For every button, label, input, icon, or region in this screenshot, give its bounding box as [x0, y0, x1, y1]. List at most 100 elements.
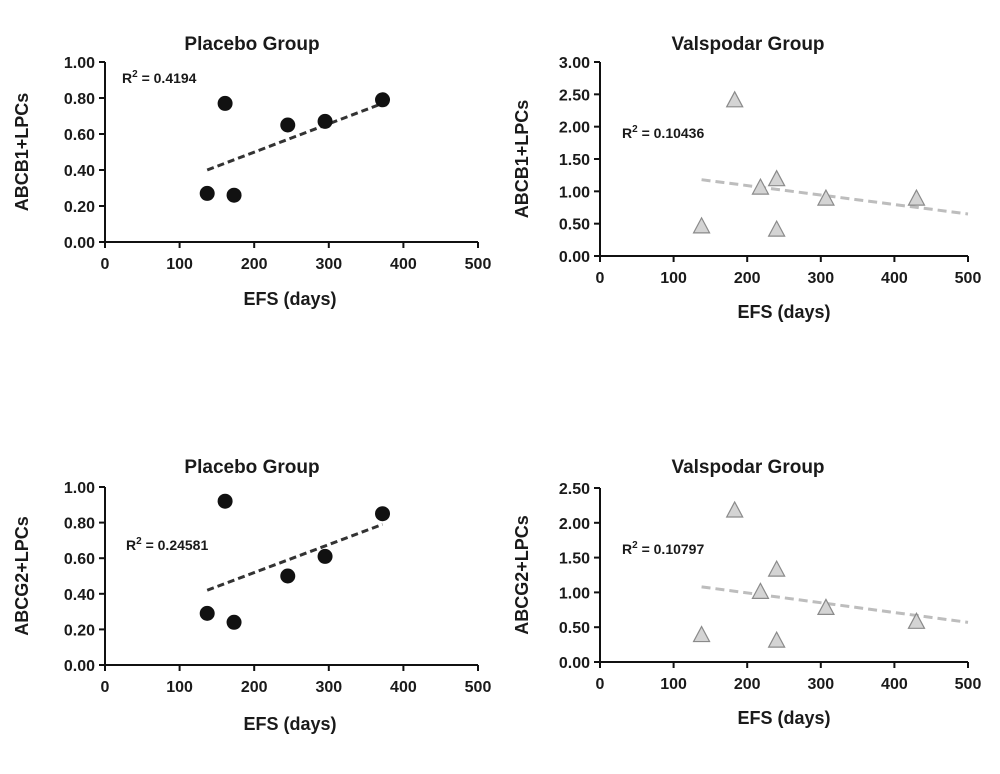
data-point — [907, 612, 926, 629]
data-point — [199, 185, 215, 201]
trendline — [701, 178, 969, 216]
x-tick-label: 300 — [315, 256, 342, 273]
y-tick-label: 0.20 — [64, 622, 95, 639]
y-tick-label: 2.50 — [559, 87, 590, 104]
x-tick-label: 0 — [596, 676, 605, 693]
r-squared-annotation: R2 = 0.4194 — [122, 69, 197, 86]
data-point — [751, 177, 770, 195]
y-tick-label: 0.60 — [64, 127, 95, 144]
data-point — [767, 169, 786, 187]
data-point — [280, 117, 296, 133]
y-tick-label: 0.00 — [64, 658, 95, 675]
y-tick-label: 0.50 — [559, 217, 590, 234]
y-tick-label: 3.00 — [559, 55, 590, 72]
x-tick-label: 500 — [955, 270, 982, 287]
y-tick-label: 1.00 — [559, 585, 590, 602]
chart-title: Placebo Group — [184, 34, 319, 55]
r-squared-prefix: R — [622, 125, 632, 141]
data-point — [375, 506, 391, 522]
y-tick-label: 0.40 — [64, 163, 95, 180]
x-axis-label: EFS (days) — [737, 302, 830, 322]
data-point — [816, 598, 835, 616]
x-tick-label: 100 — [166, 679, 193, 696]
r-squared-value: = 0.4194 — [138, 70, 197, 86]
y-tick-label: 0.50 — [559, 620, 590, 637]
data-point — [751, 582, 770, 600]
x-tick-label: 500 — [465, 679, 492, 696]
x-tick-label: 500 — [465, 256, 492, 273]
trendline — [206, 101, 384, 172]
x-tick-label: 200 — [241, 679, 268, 696]
y-tick-label: 1.00 — [64, 55, 95, 72]
y-tick-label: 0.60 — [64, 551, 95, 568]
x-tick-label: 100 — [166, 256, 193, 273]
trendline — [206, 522, 384, 592]
r-squared-superscript: 2 — [632, 540, 638, 551]
y-tick-label: 0.80 — [64, 516, 95, 533]
y-tick-label: 1.00 — [559, 184, 590, 201]
x-tick-label: 100 — [660, 676, 687, 693]
chart-title: Valspodar Group — [671, 457, 824, 478]
r-squared-prefix: R — [122, 70, 132, 86]
panel-valspodar-abcg2: Valspodar Group 0.00 0.50 1.00 1.50 2.00 2.50 0… — [512, 457, 981, 728]
y-tick-label: 1.00 — [64, 480, 95, 497]
x-tick-label: 200 — [734, 270, 761, 287]
data-point — [317, 113, 333, 129]
x-tick-label: 100 — [660, 270, 687, 287]
panel-valspodar-abcb1: Valspodar Group 0.00 0.50 1.00 1.50 2.00 2.50 3… — [512, 34, 981, 322]
x-tick-label: 0 — [101, 256, 110, 273]
data-point — [816, 188, 835, 206]
data-point — [217, 95, 233, 111]
data-point — [907, 188, 926, 206]
x-tick-label: 300 — [807, 270, 834, 287]
r-squared-superscript: 2 — [632, 124, 638, 135]
r-squared-annotation: R2 = 0.10436 — [622, 124, 704, 141]
y-axis-label: ABCG2+LPCs — [12, 516, 32, 636]
y-tick-label: 1.50 — [559, 551, 590, 568]
y-tick-label: 0.00 — [64, 235, 95, 252]
r-squared-value: = 0.10797 — [638, 541, 705, 557]
data-point — [226, 614, 242, 630]
r-squared-value: = 0.24581 — [142, 537, 209, 553]
x-tick-label: 0 — [596, 270, 605, 287]
x-tick-label: 400 — [881, 270, 908, 287]
x-tick-label: 400 — [390, 679, 417, 696]
data-point — [767, 559, 786, 577]
panel-placebo-abcg2: Placebo Group 0.00 0.20 0.40 0.60 0.80 1.00 0 10… — [12, 457, 491, 734]
x-tick-label: 500 — [955, 676, 982, 693]
r-squared-value: = 0.10436 — [638, 125, 705, 141]
y-tick-label: 2.00 — [559, 120, 590, 137]
r-squared-prefix: R — [622, 541, 632, 557]
x-axis-label: EFS (days) — [737, 708, 830, 728]
data-point — [725, 90, 744, 108]
data-point — [217, 493, 233, 509]
data-point — [767, 630, 786, 648]
y-axis-label: ABCB1+LPCs — [512, 100, 532, 219]
data-point — [767, 219, 786, 237]
y-tick-label: 0.80 — [64, 91, 95, 108]
r-squared-prefix: R — [126, 537, 136, 553]
data-point — [375, 92, 391, 108]
x-tick-label: 0 — [101, 679, 110, 696]
y-tick-label: 0.00 — [559, 249, 590, 266]
y-tick-label: 0.00 — [559, 655, 590, 672]
x-axis-label: EFS (days) — [243, 289, 336, 309]
y-tick-label: 1.50 — [559, 152, 590, 169]
x-tick-label: 400 — [390, 256, 417, 273]
y-tick-label: 2.50 — [559, 481, 590, 498]
y-tick-label: 0.20 — [64, 199, 95, 216]
r-squared-annotation: R2 = 0.24581 — [126, 536, 208, 553]
r-squared-superscript: 2 — [136, 536, 142, 547]
data-point — [317, 548, 333, 564]
y-axis-label: ABCG2+LPCs — [512, 515, 532, 635]
r-squared-annotation: R2 = 0.10797 — [622, 540, 704, 557]
data-point — [199, 605, 215, 621]
x-tick-label: 200 — [241, 256, 268, 273]
y-axis-label: ABCB1+LPCs — [12, 93, 32, 212]
chart-title: Placebo Group — [184, 457, 319, 478]
data-point — [226, 187, 242, 203]
panel-placebo-abcb1: Placebo Group 0.00 0.20 0.40 0.60 0.80 1.00 0 10… — [12, 34, 491, 309]
data-point — [280, 568, 296, 584]
data-point — [692, 625, 711, 643]
